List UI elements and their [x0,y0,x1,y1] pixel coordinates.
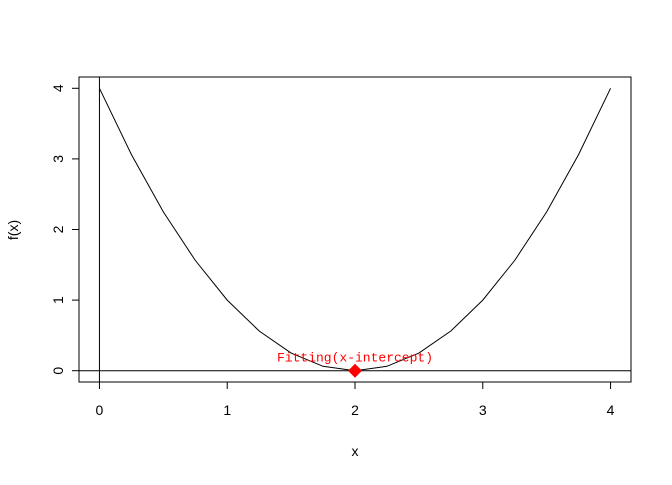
plot-box [78,76,632,383]
x-tick-label: 3 [479,402,487,418]
y-tick-label: 2 [50,225,66,233]
x-tick-label: 4 [607,402,615,418]
x-tick-label: 0 [96,402,104,418]
x-axis-label: x [352,443,359,459]
y-tick-label: 1 [50,296,66,304]
x-tick-label: 2 [351,402,359,418]
y-tick-label: 4 [50,84,66,92]
line-series [98,88,612,372]
point-marker [348,363,362,378]
y-tick-label: 3 [50,155,66,163]
y-axis-label: f(x) [5,220,21,240]
y-tick-label: 0 [50,367,66,375]
annotation: Fitting(x-intercept) [277,351,433,366]
x-tick-label: 1 [223,402,231,418]
